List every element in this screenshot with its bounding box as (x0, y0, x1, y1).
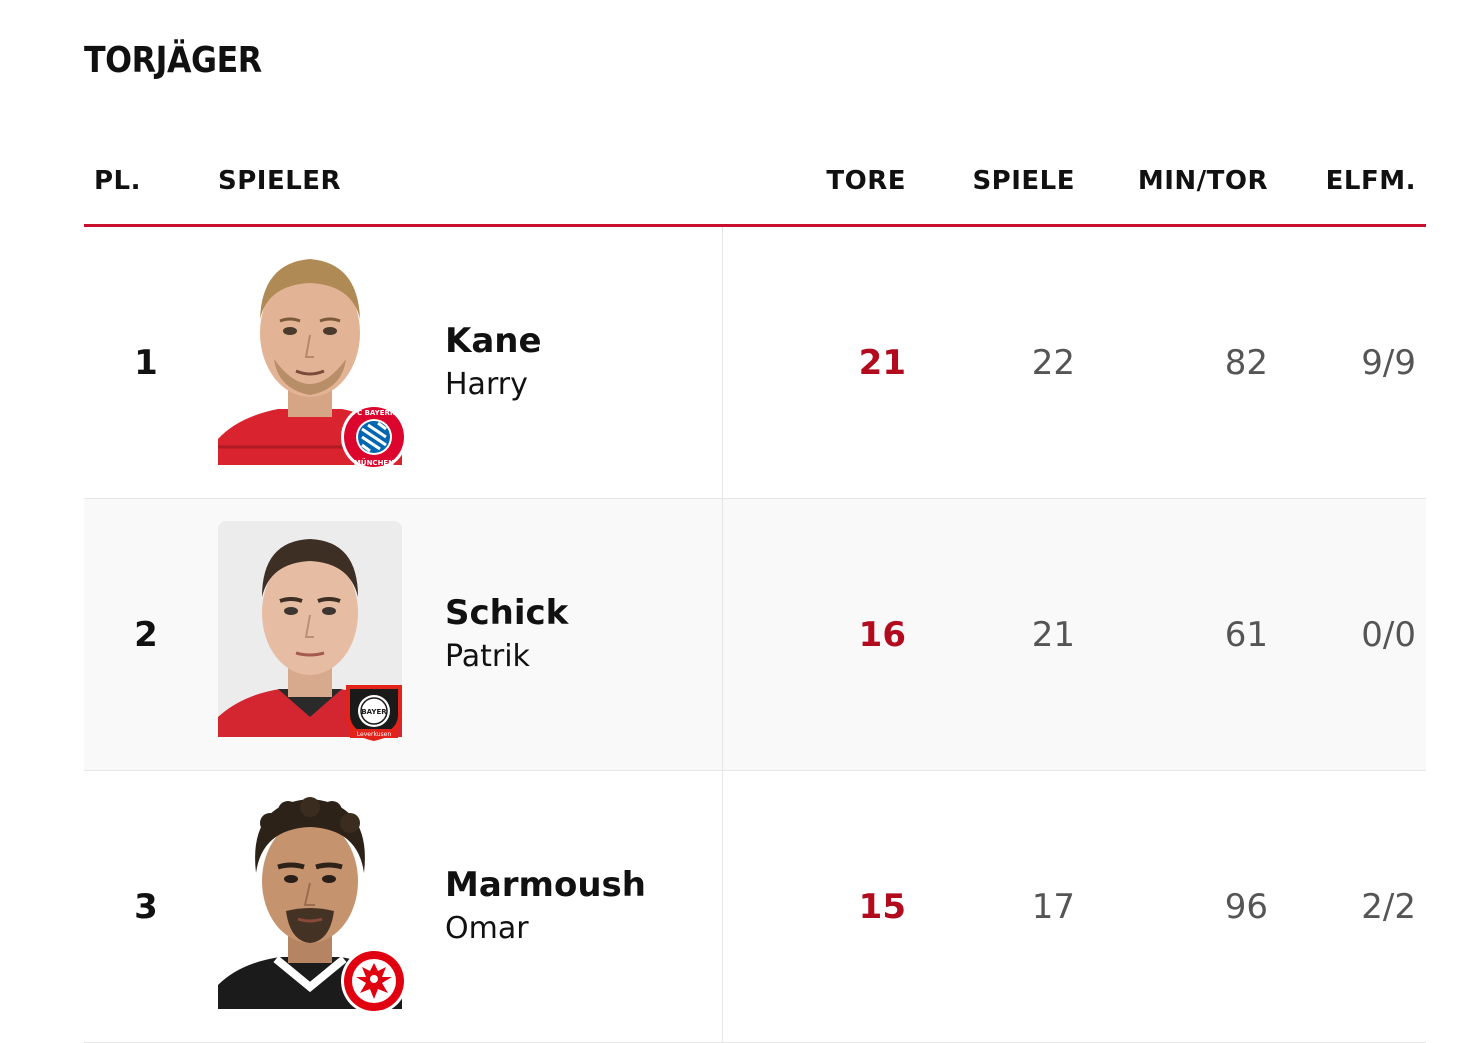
player-rank: 3 (134, 886, 158, 927)
player-first-name: Harry (445, 366, 528, 402)
bayer-leverkusen-badge-icon: BAYER Leverkusen (346, 685, 402, 741)
player-minutes-per-goal: 61 (1224, 614, 1268, 655)
player-minutes-per-goal: 96 (1224, 886, 1268, 927)
column-divider (722, 499, 723, 770)
column-header-games[interactable]: SPIELE (972, 166, 1075, 196)
table-header: PL. SPIELER TORE SPIELE MIN/TOR ELFM. (84, 140, 1426, 227)
table-row[interactable]: 2 BAYER (84, 499, 1426, 771)
eintracht-frankfurt-badge-icon (341, 948, 407, 1014)
player-rank: 2 (134, 614, 158, 655)
column-header-minutes-per-goal[interactable]: MIN/TOR (1137, 166, 1268, 196)
player-games: 22 (1031, 342, 1075, 383)
player-penalties: 9/9 (1361, 342, 1416, 383)
player-photo[interactable]: FC BAYERN MÜNCHEN (218, 249, 407, 470)
player-games: 17 (1031, 886, 1075, 927)
svg-text:MÜNCHEN: MÜNCHEN (354, 458, 394, 467)
player-minutes-per-goal: 82 (1224, 342, 1268, 383)
player-penalties: 2/2 (1361, 886, 1416, 927)
player-name[interactable]: Schick Patrik (445, 499, 568, 770)
player-name[interactable]: Marmoush Omar (445, 771, 646, 1042)
svg-text:Leverkusen: Leverkusen (357, 731, 392, 738)
player-photo[interactable]: BAYER Leverkusen (218, 521, 402, 741)
player-last-name[interactable]: Schick (445, 592, 569, 633)
column-header-rank[interactable]: PL. (94, 166, 141, 196)
player-last-name[interactable]: Marmoush (445, 864, 646, 905)
player-goals: 16 (858, 614, 906, 655)
player-rank: 1 (134, 342, 158, 383)
fc-bayern-muenchen-badge-icon: FC BAYERN MÜNCHEN (341, 404, 407, 470)
player-first-name: Patrik (445, 638, 530, 674)
player-penalties: 0/0 (1361, 614, 1416, 655)
column-divider (722, 227, 723, 498)
svg-text:BAYER: BAYER (361, 708, 387, 716)
table-row[interactable]: 1 FC BAYERN (84, 227, 1426, 499)
table-row[interactable]: 3 (84, 771, 1426, 1043)
player-goals: 15 (858, 886, 906, 927)
player-games: 21 (1031, 614, 1075, 655)
player-first-name: Omar (445, 910, 529, 946)
column-header-goals[interactable]: TORE (826, 166, 906, 196)
column-divider (722, 771, 723, 1042)
top-scorers-table: PL. SPIELER TORE SPIELE MIN/TOR ELFM. 1 (84, 140, 1426, 1043)
player-name[interactable]: Kane Harry (445, 227, 542, 498)
page-title: TORJÄGER (84, 40, 262, 81)
player-last-name[interactable]: Kane (445, 320, 542, 361)
column-header-penalties[interactable]: ELFM. (1325, 166, 1416, 196)
svg-text:FC BAYERN: FC BAYERN (352, 409, 396, 417)
player-goals: 21 (858, 342, 906, 383)
column-header-player[interactable]: SPIELER (218, 166, 342, 196)
player-photo[interactable] (218, 793, 407, 1014)
player-portrait-icon (218, 521, 402, 737)
